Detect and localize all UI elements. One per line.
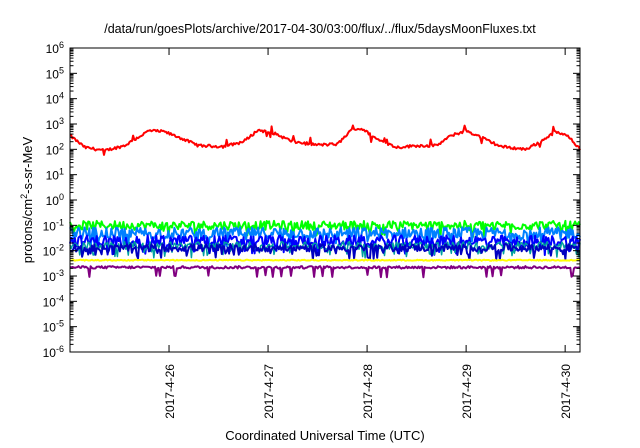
y-tick-label: 103 — [46, 116, 64, 132]
x-tick-label: 2017-4-27 — [262, 364, 276, 419]
series-layer — [69, 124, 581, 279]
y-tick-label: 100 — [46, 192, 64, 208]
plot-frame — [69, 47, 581, 353]
x-tick-label: 2017-4-26 — [163, 364, 177, 419]
x-tick-label: 2017-4-29 — [460, 364, 474, 419]
chart-title: /data/run/goesPlots/archive/2017-04-30/0… — [104, 22, 536, 36]
y-tick-label: 104 — [46, 91, 64, 107]
y-axis-label-exponent: 2 — [18, 193, 29, 199]
x-tick-label: 2017-4-30 — [559, 364, 573, 419]
series-line-5 — [69, 243, 581, 261]
y-tick-label: 102 — [46, 141, 64, 157]
y-tick-label: 10-6 — [43, 344, 64, 360]
y-tick-label: 105 — [46, 65, 64, 81]
series-line-7 — [69, 265, 581, 279]
y-tick-label: 101 — [46, 167, 64, 183]
series-line-6 — [69, 258, 581, 262]
x-axis-label: Coordinated Universal Time (UTC) — [225, 428, 425, 443]
y-axis-label: protons/cm2-s-sr-MeV — [19, 137, 35, 263]
y-tick-label: 10-4 — [43, 293, 64, 309]
series-line-0 — [69, 124, 581, 156]
y-axis-label-rest: -s-sr-MeV — [20, 136, 36, 194]
y-tick-label: 10-5 — [43, 319, 64, 335]
y-tick-label: 10-3 — [43, 268, 64, 284]
y-tick-label: 10-1 — [43, 217, 64, 233]
y-axis-label-unit: protons/cm — [20, 198, 36, 264]
y-tick-label: 106 — [46, 40, 64, 56]
y-tick-label: 10-2 — [43, 243, 64, 259]
axes-layer: 10-6 10-5 10-4 10-3 10-2 10-1 100 101 102 103 104 1… — [43, 40, 581, 419]
series-line-1 — [69, 219, 581, 240]
x-tick-label: 2017-4-28 — [361, 364, 375, 419]
